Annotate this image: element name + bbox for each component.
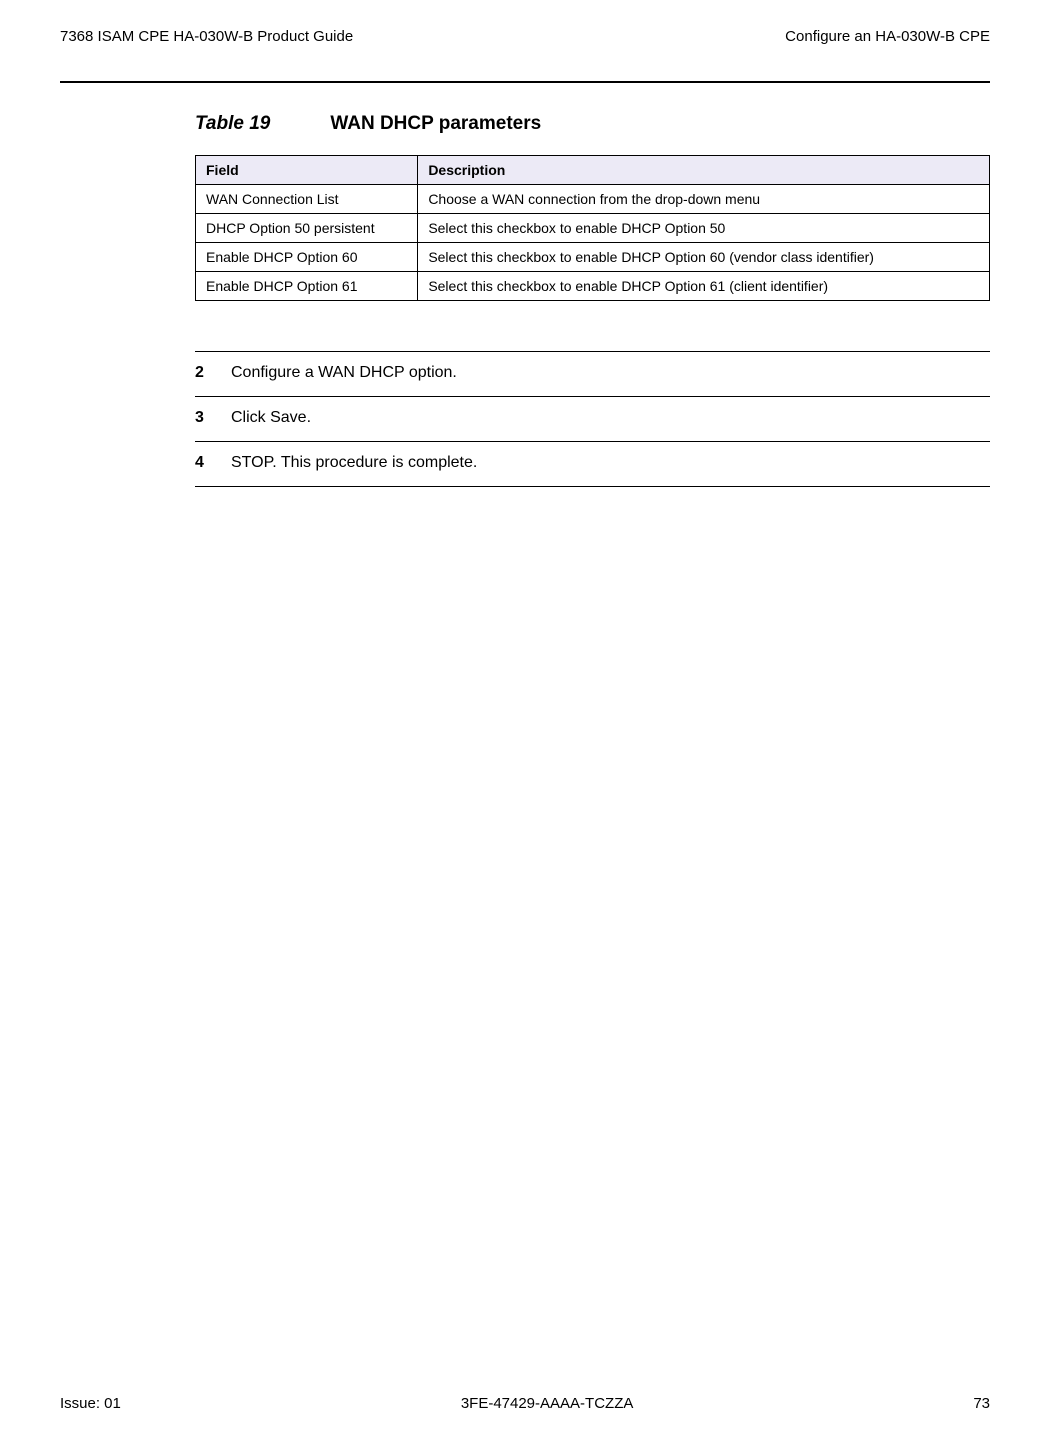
step-text: STOP. This procedure is complete. [231,454,477,472]
step-text: Click Save. [231,409,311,427]
step-number: 2 [195,364,231,382]
cell-field: Enable DHCP Option 60 [196,243,418,272]
table-row: Enable DHCP Option 60 Select this checkb… [196,243,990,272]
cell-field: WAN Connection List [196,185,418,214]
cell-description: Select this checkbox to enable DHCP Opti… [418,214,990,243]
footer-pagenum: 73 [973,1395,990,1412]
step-number: 3 [195,409,231,427]
col-description: Description [418,156,990,185]
header-right: Configure an HA-030W-B CPE [785,28,990,45]
table-row: DHCP Option 50 persistent Select this ch… [196,214,990,243]
cell-description: Select this checkbox to enable DHCP Opti… [418,272,990,301]
table-title: WAN DHCP parameters [330,113,541,134]
parameters-table: Field Description WAN Connection List Ch… [195,155,990,301]
page-footer: Issue: 01 3FE-47429-AAAA-TCZZA 73 [60,1395,990,1412]
table-caption: Table 19 WAN DHCP parameters [195,113,990,135]
header-rule [60,81,990,83]
step: 2 Configure a WAN DHCP option. [195,351,990,396]
cell-description: Select this checkbox to enable DHCP Opti… [418,243,990,272]
table-number: Table 19 [195,113,270,134]
table-row: Enable DHCP Option 61 Select this checkb… [196,272,990,301]
header-left: 7368 ISAM CPE HA-030W-B Product Guide [60,28,353,45]
cell-field: DHCP Option 50 persistent [196,214,418,243]
cell-field: Enable DHCP Option 61 [196,272,418,301]
cell-description: Choose a WAN connection from the drop-do… [418,185,990,214]
page-header: 7368 ISAM CPE HA-030W-B Product Guide Co… [60,0,990,53]
content-area: Table 19 WAN DHCP parameters Field Descri… [60,113,990,487]
footer-issue: Issue: 01 [60,1395,121,1412]
step-text: Configure a WAN DHCP option. [231,364,457,382]
footer-docid: 3FE-47429-AAAA-TCZZA [461,1395,634,1412]
procedure-steps: 2 Configure a WAN DHCP option. 3 Click S… [195,351,990,487]
step: 4 STOP. This procedure is complete. [195,441,990,487]
col-field: Field [196,156,418,185]
step: 3 Click Save. [195,396,990,441]
step-number: 4 [195,454,231,472]
table-header-row: Field Description [196,156,990,185]
table-row: WAN Connection List Choose a WAN connect… [196,185,990,214]
